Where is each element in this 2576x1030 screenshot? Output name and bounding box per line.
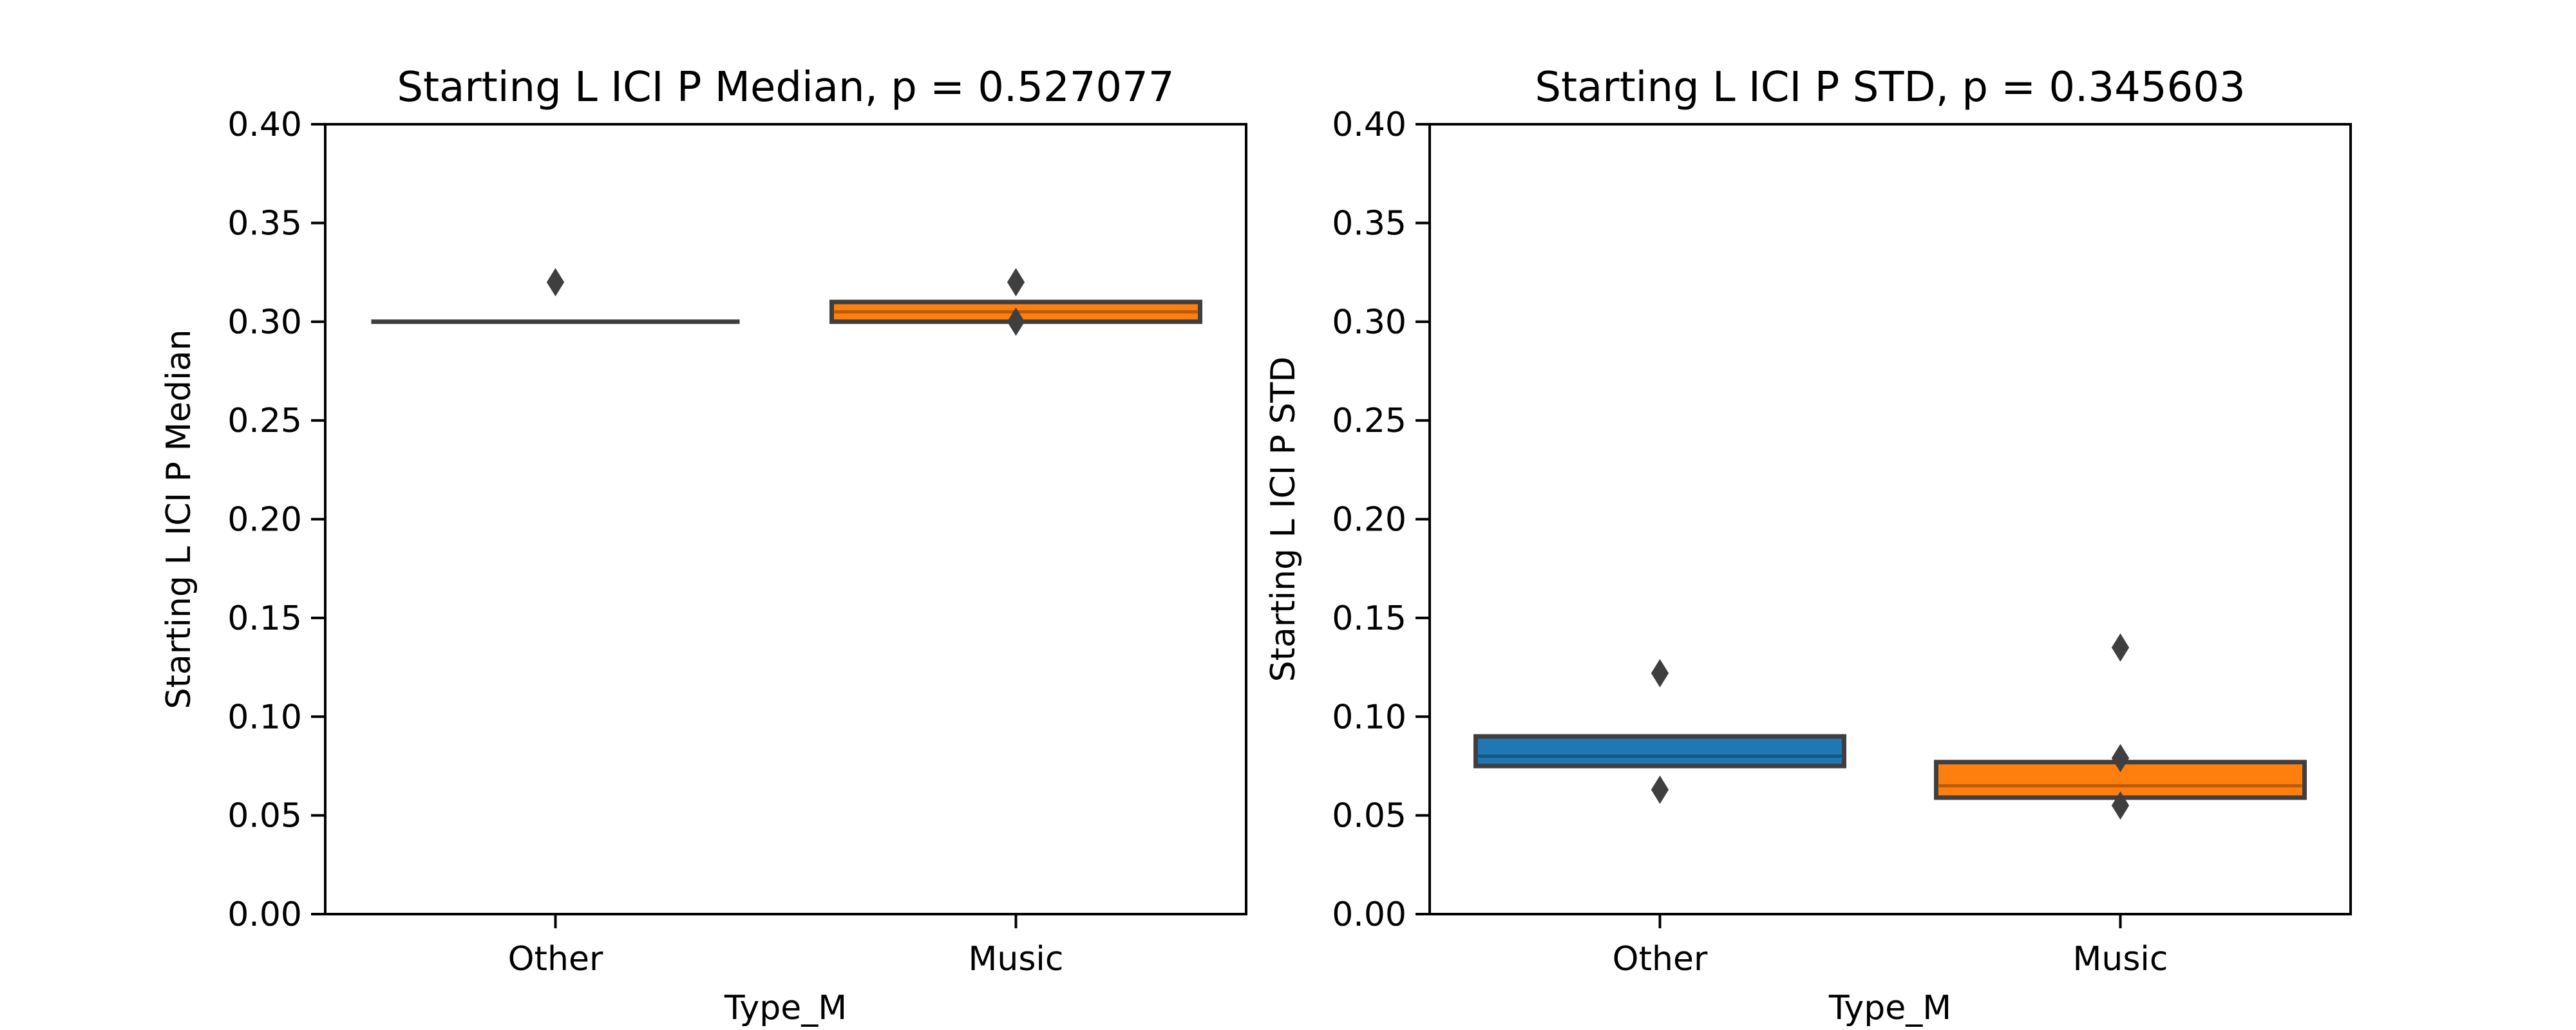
y-tick-label: 0.05 [227,797,302,836]
outlier-point-music-1 [1007,307,1025,336]
chart-panel-median: 0.00 0.05 0.10 0.15 0.20 0.25 0.30 0.35 0.40 Othe… [160,64,1247,1027]
y-tick-label: 0.20 [1332,501,1406,539]
y-axis-label: Starting L ICI P Median [160,329,198,709]
y-tick-label: 0.35 [227,204,302,243]
x-tick-label-other: Other [508,940,603,979]
y-tick-label: 0.15 [227,599,302,638]
y-tick-label: 0.20 [227,501,302,539]
y-tick-label: 0.10 [1332,698,1406,736]
y-tick-label: 0.30 [1332,303,1406,342]
outlier-point-music-0 [2111,633,2130,662]
y-tick-label: 0.30 [227,303,302,342]
outlier-point-music-1 [2111,744,2130,772]
chart-panel-std: 0.00 0.05 0.10 0.15 0.20 0.25 0.30 0.35 0.40 Othe… [1264,64,2352,1027]
y-tick-label: 0.00 [1332,895,1406,934]
x-tick-label-music: Music [2073,940,2168,979]
x-axis-label: Type_M [1828,989,1951,1027]
y-tick-label: 0.40 [1332,106,1406,144]
y-tick-label: 0.05 [1332,797,1406,836]
y-tick-label: 0.40 [227,106,302,144]
outlier-point-music-2 [2111,791,2130,820]
x-tick-label-music: Music [969,940,1064,979]
x-axis-label: Type_M [724,989,847,1027]
x-tick-label-other: Other [1613,940,1708,979]
y-tick-label: 0.15 [1332,599,1406,638]
y-axis-label: Starting L ICI P STD [1264,357,1303,682]
y-tick-label: 0.35 [1332,204,1406,243]
y-tick-label: 0.25 [227,402,302,440]
y-tick-label: 0.00 [227,895,302,934]
outlier-point-music-0 [1007,268,1025,297]
box-other [1473,734,1846,769]
chart-title: Starting L ICI P Median, p = 0.527077 [397,64,1174,111]
chart-title: Starting L ICI P STD, p = 0.345603 [1535,64,2245,111]
outlier-point-other-0 [1651,659,1669,688]
y-tick-label: 0.25 [1332,402,1406,440]
outlier-point-other-0 [546,268,565,297]
y-tick-label: 0.10 [227,698,302,736]
outlier-point-other-1 [1651,775,1669,804]
